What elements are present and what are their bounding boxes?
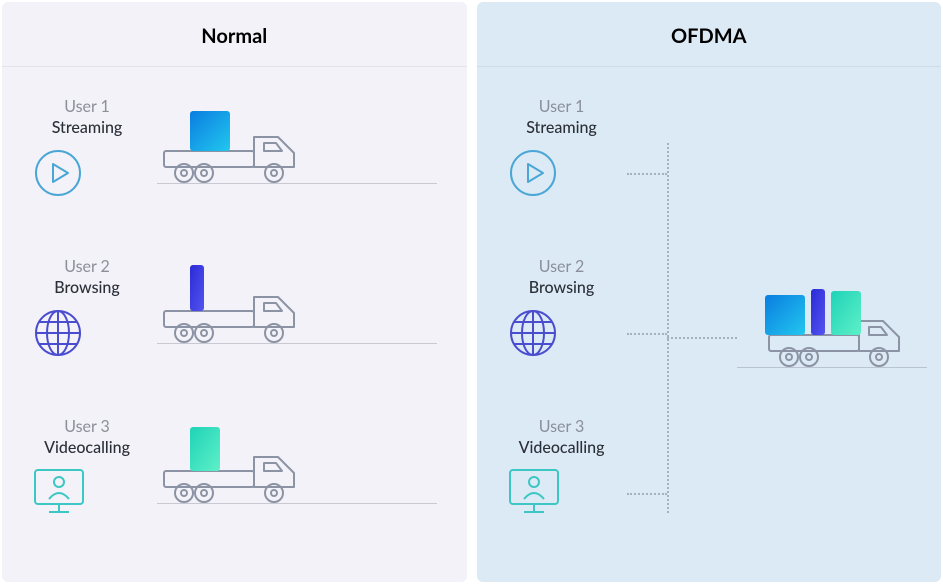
truck-icon bbox=[162, 113, 302, 187]
user-block-3: User 3 Videocalling bbox=[507, 417, 617, 515]
cargo-videocalling bbox=[190, 427, 220, 471]
cargo-block bbox=[190, 265, 204, 311]
user-activity: Videocalling bbox=[32, 438, 142, 457]
road-line bbox=[157, 503, 437, 504]
globe-icon bbox=[507, 307, 559, 359]
user-label: User 2 bbox=[32, 257, 142, 276]
user-label: User 3 bbox=[507, 417, 617, 436]
play-icon bbox=[32, 147, 84, 199]
connector-to-truck bbox=[667, 337, 737, 339]
connector-v bbox=[667, 143, 669, 513]
user-icon-wrap bbox=[507, 147, 617, 199]
user-activity: Streaming bbox=[507, 118, 617, 137]
truck-icon bbox=[162, 273, 302, 347]
videocall-icon bbox=[32, 467, 86, 515]
user-label: User 1 bbox=[507, 97, 617, 116]
cargo-block bbox=[190, 111, 230, 151]
panel-title-ofdma: OFDMA bbox=[477, 2, 942, 67]
user-activity: Videocalling bbox=[507, 438, 617, 457]
cargo-block bbox=[811, 289, 825, 335]
videocall-icon bbox=[507, 467, 561, 515]
panel-body-ofdma: User 1 Streaming User 2 Browsing User 3 … bbox=[477, 67, 942, 582]
cargo-streaming bbox=[190, 111, 230, 151]
cargo-block bbox=[190, 427, 220, 471]
cargo-streaming bbox=[765, 295, 805, 335]
panel-normal: Normal User 1 Streaming User 2 Browsing bbox=[2, 2, 467, 582]
truck-1 bbox=[162, 113, 302, 187]
user-icon-wrap bbox=[32, 467, 142, 515]
user-block-1: User 1 Streaming bbox=[507, 97, 617, 199]
road-line bbox=[737, 367, 927, 368]
globe-icon bbox=[32, 307, 84, 359]
road-line bbox=[157, 183, 437, 184]
cargo-browsing bbox=[190, 265, 204, 311]
user-label: User 2 bbox=[507, 257, 617, 276]
connector-h-2 bbox=[627, 333, 667, 335]
user-activity: Streaming bbox=[32, 118, 142, 137]
truck-icon bbox=[162, 433, 302, 507]
user-activity: Browsing bbox=[32, 278, 142, 297]
user-icon-wrap bbox=[32, 147, 142, 199]
cargo-block bbox=[765, 295, 805, 335]
user-icon-wrap bbox=[32, 307, 142, 359]
play-icon bbox=[507, 147, 559, 199]
user-label: User 1 bbox=[32, 97, 142, 116]
truck-3 bbox=[162, 433, 302, 507]
user-activity: Browsing bbox=[507, 278, 617, 297]
cargo-browsing bbox=[811, 289, 825, 335]
user-block-1: User 1 Streaming bbox=[32, 97, 142, 199]
user-block-2: User 2 Browsing bbox=[507, 257, 617, 359]
cargo-block bbox=[831, 291, 861, 335]
panel-ofdma: OFDMA User 1 Streaming User 2 Browsing U… bbox=[477, 2, 942, 582]
panel-title-normal: Normal bbox=[2, 2, 467, 67]
user-label: User 3 bbox=[32, 417, 142, 436]
connector-h-3 bbox=[627, 493, 667, 495]
user-block-3: User 3 Videocalling bbox=[32, 417, 142, 515]
connector-h-1 bbox=[627, 173, 667, 175]
road-line bbox=[157, 343, 437, 344]
user-icon-wrap bbox=[507, 307, 617, 359]
cargo-videocalling bbox=[831, 291, 861, 335]
panel-body-normal: User 1 Streaming User 2 Browsing bbox=[2, 67, 467, 582]
user-block-2: User 2 Browsing bbox=[32, 257, 142, 359]
user-icon-wrap bbox=[507, 467, 617, 515]
truck-2 bbox=[162, 273, 302, 347]
